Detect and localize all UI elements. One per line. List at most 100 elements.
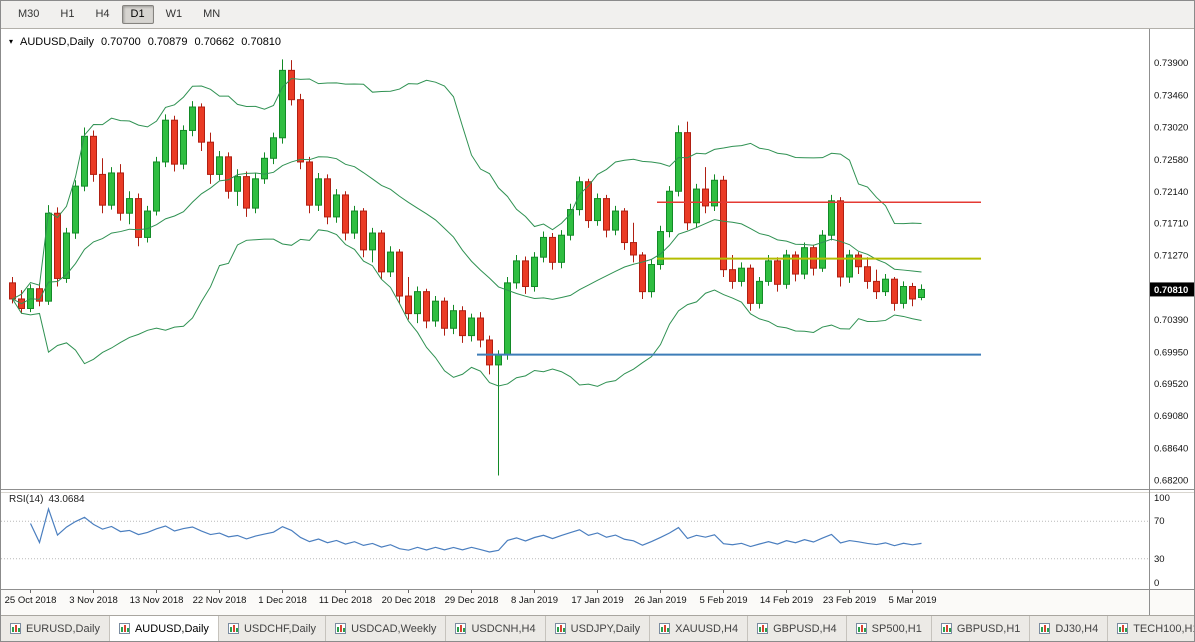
price-tick-label: 0.69080 [1154,411,1188,422]
date-tick-label: 14 Feb 2019 [760,595,813,606]
chart-area: 25 Oct 2018 3 Nov 2018 13 Nov 2018 22 Nov 2… [1,29,1195,617]
tab-label: SP500,H1 [871,622,922,635]
current-price-badge [1150,282,1194,297]
date-tick-label: 5 Feb 2019 [699,595,747,606]
price-tick-label: 0.70390 [1154,315,1188,326]
date-tick-label: 17 Jan 2019 [571,595,623,606]
tab-label: DJ30,H4 [1055,622,1099,635]
tab-audusd-daily[interactable]: AUDUSD,Daily [109,616,219,641]
bollinger-lower [12,229,922,387]
price-tick-label: 0.71270 [1154,251,1188,262]
chart-marker-icon: ▾ [9,37,14,46]
chart-title: ▾ AUDUSD,Daily 0.70700 0.70879 0.70662 0… [9,36,281,48]
tab-dj30-h4[interactable]: DJ30,H4 [1030,616,1109,641]
chart-tab-icon [1117,623,1129,634]
tab-sp500-h1[interactable]: SP500,H1 [847,616,932,641]
tab-tech100-h1[interactable]: TECH100,H1 [1108,616,1194,641]
date-tick-label: 23 Feb 2019 [823,595,876,606]
price-tick-label: 0.73460 [1154,90,1188,101]
chart-tab-icon [335,623,347,634]
price-tick-label: 0.72140 [1154,187,1188,198]
chart-tab-icon [227,623,239,634]
price-tick-label: 0.72580 [1154,155,1188,166]
chart-tabs-bar: EURUSD,Daily AUDUSD,Daily USDCHF,Daily U… [1,615,1194,641]
tab-label: USDCHF,Daily [243,622,317,635]
timeframe-toolbar: M30 H1 H4 D1 W1 MN [1,1,1194,29]
tab-xauusd-h4[interactable]: XAUUSD,H4 [650,616,749,641]
chart-tab-icon [455,623,467,634]
timeframe-m30-button[interactable]: M30 [9,5,48,24]
rsi-indicator-label: RSI(14) 43.0684 [9,494,85,505]
price-tick-label: 0.71710 [1154,218,1188,229]
tab-label: EURUSD,Daily [26,622,100,635]
ohlc-low: 0.70662 [194,36,235,48]
chart-tab-icon [757,623,769,634]
date-tick-label: 13 Nov 2018 [130,595,184,606]
tab-label: XAUUSD,H4 [675,622,739,635]
price-tick-label: 0.68200 [1154,476,1188,487]
date-tick-label: 25 Oct 2018 [5,595,57,606]
price-tick-label: 0.68640 [1154,443,1188,454]
timeframe-d1-button[interactable]: D1 [121,5,154,24]
tab-label: GBPUSD,H4 [773,622,837,635]
ohlc-open: 0.70700 [100,36,141,48]
date-tick-label: 20 Dec 2018 [382,595,436,606]
bollinger-bands [12,78,922,387]
tab-gbpusd-h1[interactable]: GBPUSD,H1 [932,616,1031,641]
ohlc-high: 0.70879 [147,36,188,48]
tab-label: USDJPY,Daily [570,622,641,635]
timeframe-h1-button[interactable]: H1 [51,5,83,24]
chart-tab-icon [855,623,867,634]
date-tick-label: 26 Jan 2019 [634,595,686,606]
bollinger-middle [12,156,922,305]
timeframe-h4-button[interactable]: H4 [86,5,118,24]
date-tick-label: 5 Mar 2019 [888,595,936,606]
tab-label: GBPUSD,H1 [956,622,1021,635]
price-tick-label: 0.69950 [1154,347,1188,358]
rsi-tick-label: 30 [1154,554,1165,565]
chart-symbol-period: AUDUSD,Daily [20,36,94,48]
tab-usdchf-daily[interactable]: USDCHF,Daily [219,616,327,641]
date-tick-label: 8 Jan 2019 [511,595,558,606]
chart-tab-icon [659,623,671,634]
timeframe-w1-button[interactable]: W1 [157,5,192,24]
rsi-line [29,506,922,553]
horizontal-level-lines [477,201,981,356]
rsi-value: 43.0684 [48,494,85,505]
time-scale[interactable]: 25 Oct 2018 3 Nov 2018 13 Nov 2018 22 Nov 2… [1,589,1195,618]
ohlc-close: 0.70810 [241,36,282,48]
tab-usdcad-weekly[interactable]: USDCAD,Weekly [326,616,447,641]
date-tick-label: 1 Dec 2018 [258,595,307,606]
date-tick-label: 29 Dec 2018 [445,595,499,606]
tab-eurusd-daily[interactable]: EURUSD,Daily [1,616,110,641]
candles-layer [9,59,925,476]
date-tick-label: 3 Nov 2018 [69,595,118,606]
tab-usdjpy-daily[interactable]: USDJPY,Daily [546,616,651,641]
rsi-pane [1,506,1149,560]
price-scale[interactable]: 0.73900 0.73460 0.73020 0.72580 0.72140 0.717… [1149,29,1195,617]
tab-usdcnh-h4[interactable]: USDCNH,H4 [446,616,546,641]
bollinger-upper [12,78,922,300]
timeframe-mn-button[interactable]: MN [194,5,229,24]
date-tick-label: 22 Nov 2018 [193,595,247,606]
date-tick-label: 11 Dec 2018 [319,595,372,606]
rsi-tick-label: 70 [1154,516,1165,527]
tab-label: USDCNH,H4 [471,622,536,635]
price-tick-label: 0.73900 [1154,58,1188,69]
tab-label: USDCAD,Weekly [351,622,437,635]
chart-tab-icon [554,623,566,634]
chart-tab-icon [940,623,952,634]
chart-tab-icon [10,623,21,634]
price-tick-label: 0.69520 [1154,379,1188,390]
rsi-tick-label: 0 [1154,578,1159,589]
chart-tab-icon [1039,623,1051,634]
tab-label: TECH100,H1 [1133,622,1194,635]
price-tick-label: 0.73020 [1154,123,1188,134]
current-price-badge-text: 0.70810 [1154,285,1188,296]
chart-tab-icon [118,623,130,634]
rsi-tick-label: 100 [1154,493,1170,504]
tab-label: AUDUSD,Daily [134,622,209,635]
price-chart-canvas[interactable]: 25 Oct 2018 3 Nov 2018 13 Nov 2018 22 Nov 2… [1,29,1195,617]
tab-gbpusd-h4[interactable]: GBPUSD,H4 [748,616,847,641]
